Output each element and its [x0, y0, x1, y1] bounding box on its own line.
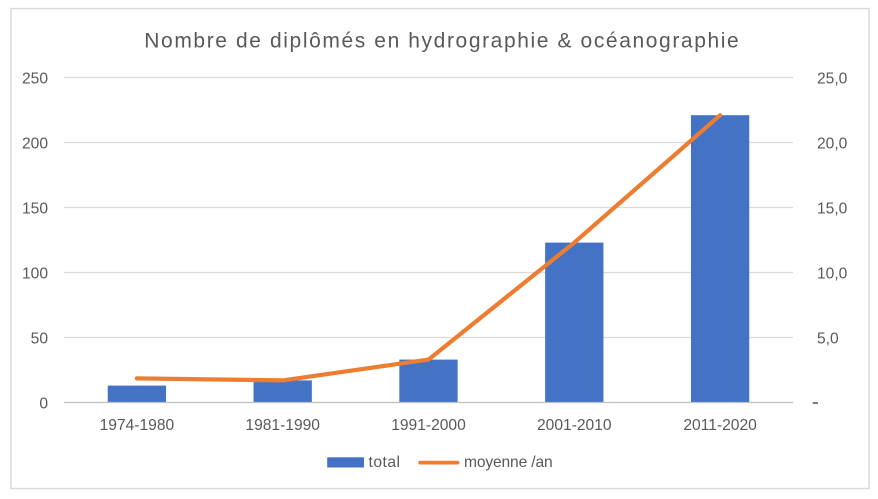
- svg-text:250: 250: [22, 71, 48, 88]
- svg-text:10,0: 10,0: [817, 266, 848, 283]
- svg-text:2011-2020: 2011-2020: [683, 417, 757, 434]
- svg-text:50: 50: [31, 331, 49, 348]
- svg-text:200: 200: [22, 136, 48, 153]
- svg-text:1981-1990: 1981-1990: [245, 417, 320, 434]
- svg-text:100: 100: [22, 266, 48, 283]
- svg-text:2001-2010: 2001-2010: [537, 417, 612, 434]
- svg-text:20,0: 20,0: [817, 136, 848, 153]
- svg-text:150: 150: [22, 201, 48, 218]
- svg-text:moyenne /an: moyenne /an: [464, 454, 553, 471]
- svg-text:5,0: 5,0: [817, 331, 839, 348]
- svg-text:1974-1980: 1974-1980: [100, 417, 175, 434]
- svg-text:25,0: 25,0: [817, 71, 848, 88]
- svg-text:0: 0: [39, 396, 48, 413]
- svg-text:total: total: [369, 454, 401, 471]
- svg-text:15,0: 15,0: [817, 201, 848, 218]
- svg-text:1991-2000: 1991-2000: [391, 417, 466, 434]
- svg-text:Nombre de diplômés en hydrogra: Nombre de diplômés en hydrographie & océ…: [144, 29, 740, 52]
